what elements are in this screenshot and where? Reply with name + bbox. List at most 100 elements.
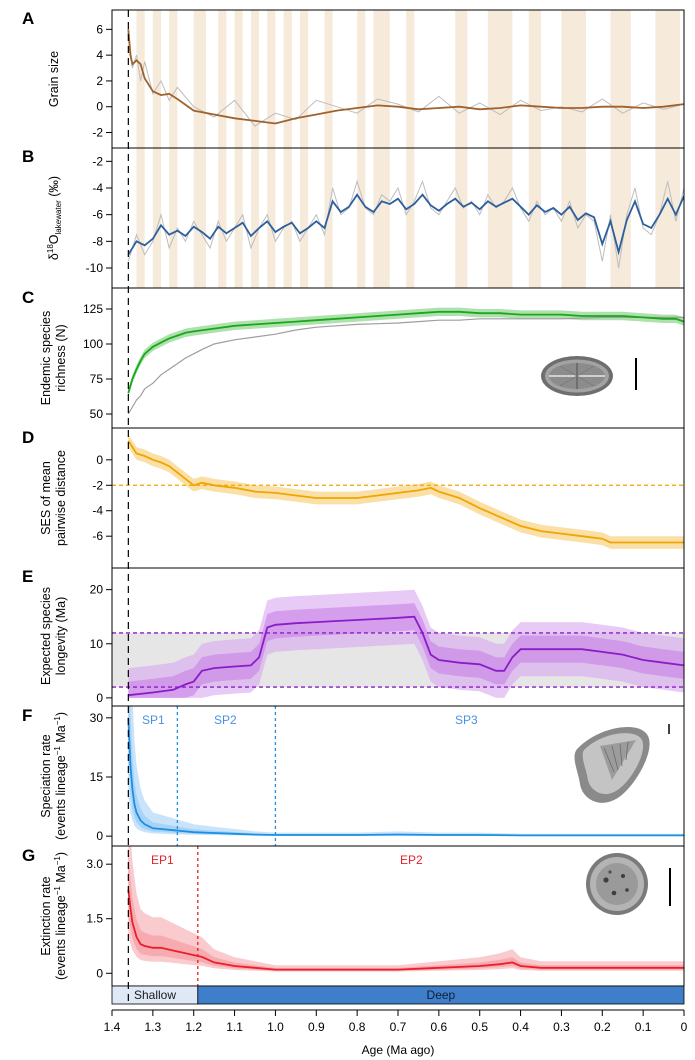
y-tick-label-f-1: 15 bbox=[90, 770, 104, 784]
x-tick-label-12: 0.2 bbox=[594, 1020, 611, 1034]
y-tick-label-b-3: -8 bbox=[92, 234, 103, 248]
shaded-interval-a-12 bbox=[373, 10, 390, 148]
panel-c: 125 100 75 50 C Endemic speciesrichness (N) bbox=[22, 287, 685, 429]
y-tick-label-a-0: 6 bbox=[96, 22, 103, 36]
x-tick-label-5: 0.9 bbox=[308, 1020, 325, 1034]
environment-bar: Shallow Deep bbox=[111, 985, 685, 1005]
shaded-interval-b-15 bbox=[487, 148, 513, 288]
y-tick-label-a-1: 4 bbox=[96, 48, 103, 62]
panel-g: 3.0 1.5 0 G Extinction rate(events lineage… bbox=[22, 845, 685, 987]
shaded-interval-a-1 bbox=[152, 10, 162, 148]
y-ticks-f: 30 15 0 bbox=[90, 711, 112, 843]
phase-label-sp3: SP3 bbox=[455, 713, 478, 727]
plot-area-f bbox=[127, 706, 684, 846]
shaded-interval-a-17 bbox=[561, 10, 586, 148]
shaded-interval-b-7 bbox=[267, 148, 276, 288]
shaded-interval-a-8 bbox=[283, 10, 292, 148]
y-tick-label-b-4: -10 bbox=[86, 261, 104, 275]
y-ticks-a: 6 4 2 0 -2 bbox=[92, 22, 112, 140]
richness-mean-line bbox=[127, 310, 684, 394]
y-axis-label-b: δ18Olakewater (‰) bbox=[46, 176, 63, 260]
longevity-mean-line bbox=[128, 615, 684, 697]
shaded-interval-a-14 bbox=[455, 10, 468, 148]
env-deep-segment bbox=[197, 985, 685, 1005]
y-tick-label-f-2: 0 bbox=[96, 829, 103, 843]
phase-label-ep2: EP2 bbox=[400, 853, 423, 867]
shaded-interval-b-8 bbox=[283, 148, 292, 288]
y-label-g-line1: Extinction rate bbox=[39, 876, 53, 955]
rate-outer-band-f bbox=[128, 706, 684, 836]
diatom-micrograph-circular bbox=[586, 853, 648, 915]
x-tick-label-4: 1.0 bbox=[267, 1020, 284, 1034]
shaded-interval-a-19 bbox=[655, 10, 680, 148]
shaded-interval-a-16 bbox=[528, 10, 541, 148]
y-label-g-line2: (events lineage−1 Ma−1) bbox=[53, 852, 68, 980]
panel-letter-c: C bbox=[22, 288, 34, 307]
glacial-bands-a bbox=[136, 10, 680, 148]
env-label-deep: Deep bbox=[427, 988, 456, 1002]
y-tick-label-e-2: 0 bbox=[96, 691, 103, 705]
shaded-interval-a-2 bbox=[169, 10, 178, 148]
x-axis: 1.4 1.3 1.2 1.1 1.0 0.9 0.8 0.7 0.6 0.5 0.4 0.3 0.2 0… bbox=[104, 1009, 688, 1034]
diatom-micrograph-triangular bbox=[574, 726, 650, 803]
plot-area-c bbox=[127, 307, 684, 415]
shaded-interval-a-10 bbox=[324, 10, 333, 148]
x-tick-label-10: 0.4 bbox=[512, 1020, 529, 1034]
x-axis-label: Age (Ma ago) bbox=[362, 1043, 435, 1057]
smoothed-series-line-a bbox=[127, 29, 684, 125]
shaded-interval-b-13 bbox=[406, 148, 415, 288]
shaded-interval-a-7 bbox=[267, 10, 276, 148]
x-tick-label-7: 0.7 bbox=[390, 1020, 407, 1034]
y-ticks-c: 125 100 75 50 bbox=[83, 302, 112, 421]
y-label-e-line2: longevity (Ma) bbox=[54, 597, 68, 676]
rate-inner-band-g bbox=[128, 849, 684, 971]
plot-area-e bbox=[112, 589, 684, 698]
isotope-superscript: 18 bbox=[46, 244, 55, 253]
y-tick-label-e-1: 10 bbox=[90, 637, 104, 651]
smoothed-series-line-b bbox=[127, 193, 684, 256]
phase-label-ep1: EP1 bbox=[151, 853, 174, 867]
y-label-c-line2: richness (N) bbox=[54, 324, 68, 391]
raw-series-line-b bbox=[127, 179, 684, 269]
phase-label-sp2: SP2 bbox=[214, 713, 237, 727]
y-label-f-line2: (events lineage−1 Ma−1) bbox=[53, 712, 68, 840]
plot-area-d bbox=[112, 434, 684, 549]
shaded-interval-b-12 bbox=[373, 148, 390, 288]
y-tick-label-c-3: 50 bbox=[90, 407, 104, 421]
panel-letter-g: G bbox=[22, 846, 35, 865]
lakewater-subscript: lakewater bbox=[54, 200, 63, 235]
panel-letter-e: E bbox=[22, 567, 33, 586]
diatom-micrograph-elliptical bbox=[541, 356, 613, 396]
y-ticks-g: 3.0 1.5 0 bbox=[86, 857, 112, 980]
plot-area-g bbox=[127, 846, 684, 986]
y-tick-label-b-2: -6 bbox=[92, 208, 103, 222]
panel-b: -2 -4 -6 -8 -10 B δ18Olakewater (‰) bbox=[22, 147, 685, 289]
y-tick-label-c-1: 100 bbox=[83, 337, 103, 351]
shaded-interval-a-6 bbox=[250, 10, 260, 148]
rate-mean-line-f bbox=[127, 717, 684, 837]
shaded-interval-b-6 bbox=[250, 148, 260, 288]
x-tick-label-6: 0.8 bbox=[349, 1020, 366, 1034]
raw-series-line-a bbox=[127, 26, 684, 127]
ses-mean-line bbox=[127, 440, 684, 544]
glacial-bands-b bbox=[136, 148, 680, 288]
y-tick-label-d-3: -6 bbox=[92, 529, 103, 543]
x-tick-label-14: 0 bbox=[681, 1020, 688, 1034]
shaded-interval-b-18 bbox=[610, 148, 631, 288]
x-tick-label-13: 0.1 bbox=[635, 1020, 652, 1034]
panel-d: 0 -2 -4 -6 D SES of meanpairwise distance bbox=[22, 427, 685, 569]
shaded-interval-b-5 bbox=[234, 148, 243, 288]
shaded-interval-b-4 bbox=[218, 148, 227, 288]
shaded-interval-b-11 bbox=[357, 148, 366, 288]
shaded-interval-a-13 bbox=[406, 10, 415, 148]
y-axis-label-e: Expected specieslongevity (Ma) bbox=[39, 587, 68, 685]
oxygen-symbol: O bbox=[47, 234, 61, 244]
shaded-interval-b-9 bbox=[299, 148, 309, 288]
y-label-e-line1: Expected species bbox=[39, 587, 53, 685]
y-label-f-line1: Speciation rate bbox=[39, 734, 53, 817]
panel-letter-b: B bbox=[22, 147, 34, 166]
shaded-interval-b-3 bbox=[193, 148, 206, 288]
shaded-interval-a-4 bbox=[218, 10, 227, 148]
shaded-interval-b-2 bbox=[169, 148, 178, 288]
